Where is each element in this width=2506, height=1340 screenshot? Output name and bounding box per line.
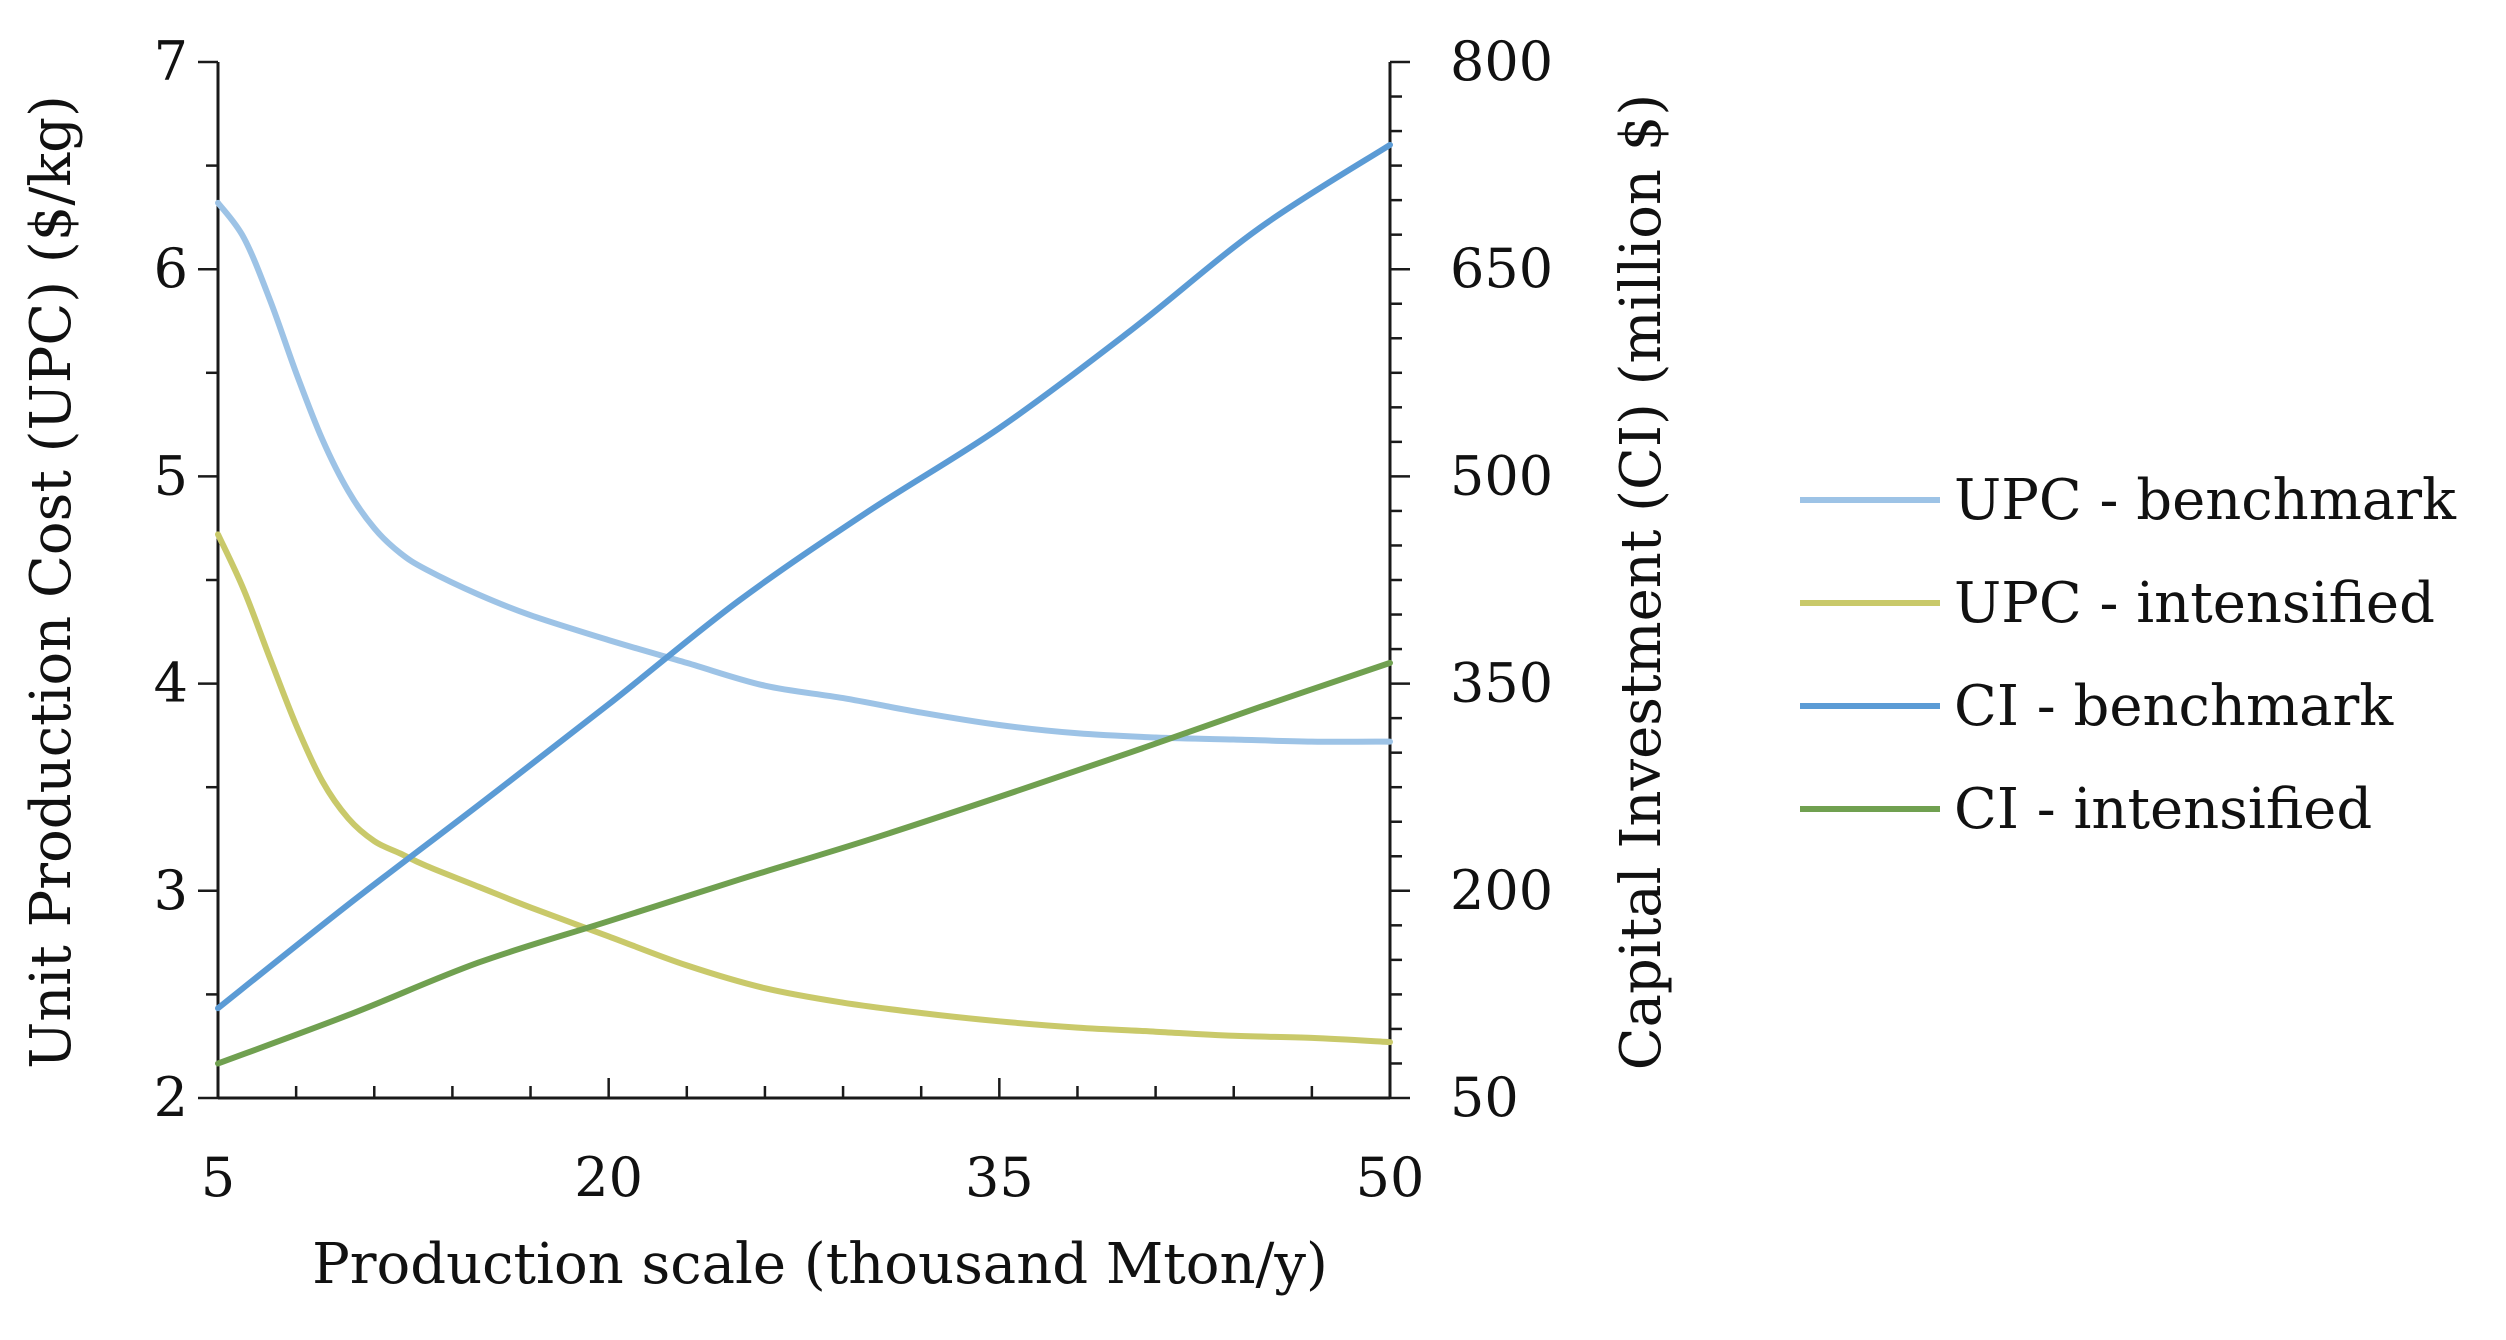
right-axis-tick-label: 500 (1450, 444, 1553, 507)
right-axis-tick-label: 650 (1450, 237, 1553, 300)
series-line-upc-benchmark (215, 199, 1393, 745)
series-line-ci-benchmark (215, 141, 1393, 1012)
left-axis-tick-label: 4 (154, 652, 188, 715)
left-axis-tick-label: 5 (154, 444, 188, 507)
legend: UPC - benchmark UPC - intensified CI - ben… (1800, 468, 2457, 842)
x-axis-tick-label: 35 (965, 1146, 1034, 1209)
left-axis-tick-label: 7 (154, 30, 188, 93)
right-axis-tick-label: 350 (1450, 652, 1553, 715)
left-axis-tick-label: 3 (154, 859, 188, 922)
right-axis-tick-label: 50 (1450, 1066, 1519, 1129)
series-layer (215, 141, 1393, 1067)
x-axis-tick-label: 50 (1356, 1146, 1425, 1209)
right-axis-tick-label: 800 (1450, 30, 1553, 93)
series-line-ci-intensified (215, 659, 1393, 1067)
left-axis-tick-label: 6 (154, 237, 188, 300)
series-line-upc-intensified (215, 531, 1393, 1046)
right-axis-tick-label: 200 (1450, 859, 1553, 922)
left-axis-title: Unit Production Cost (UPC) ($/kg) (19, 95, 84, 1069)
x-axis-title: Production scale (thousand Mton/y) (312, 1232, 1328, 1297)
legend-label-upc-benchmark: UPC - benchmark (1954, 468, 2457, 533)
x-axis-tick-label: 20 (574, 1146, 643, 1209)
left-axis-tick-label: 2 (154, 1066, 188, 1129)
axes-layer: 2 3 4 5 6 7 50 200 350 500 650 800 5 20 35 50 (154, 30, 1553, 1209)
legend-label-upc-intensified: UPC - intensified (1954, 571, 2435, 636)
x-axis-tick-label: 5 (201, 1146, 235, 1209)
right-axis-title: Capital Investment (CI) (million $) (1609, 94, 1674, 1071)
legend-label-ci-benchmark: CI - benchmark (1954, 674, 2394, 739)
legend-label-ci-intensified: CI - intensified (1954, 777, 2372, 842)
